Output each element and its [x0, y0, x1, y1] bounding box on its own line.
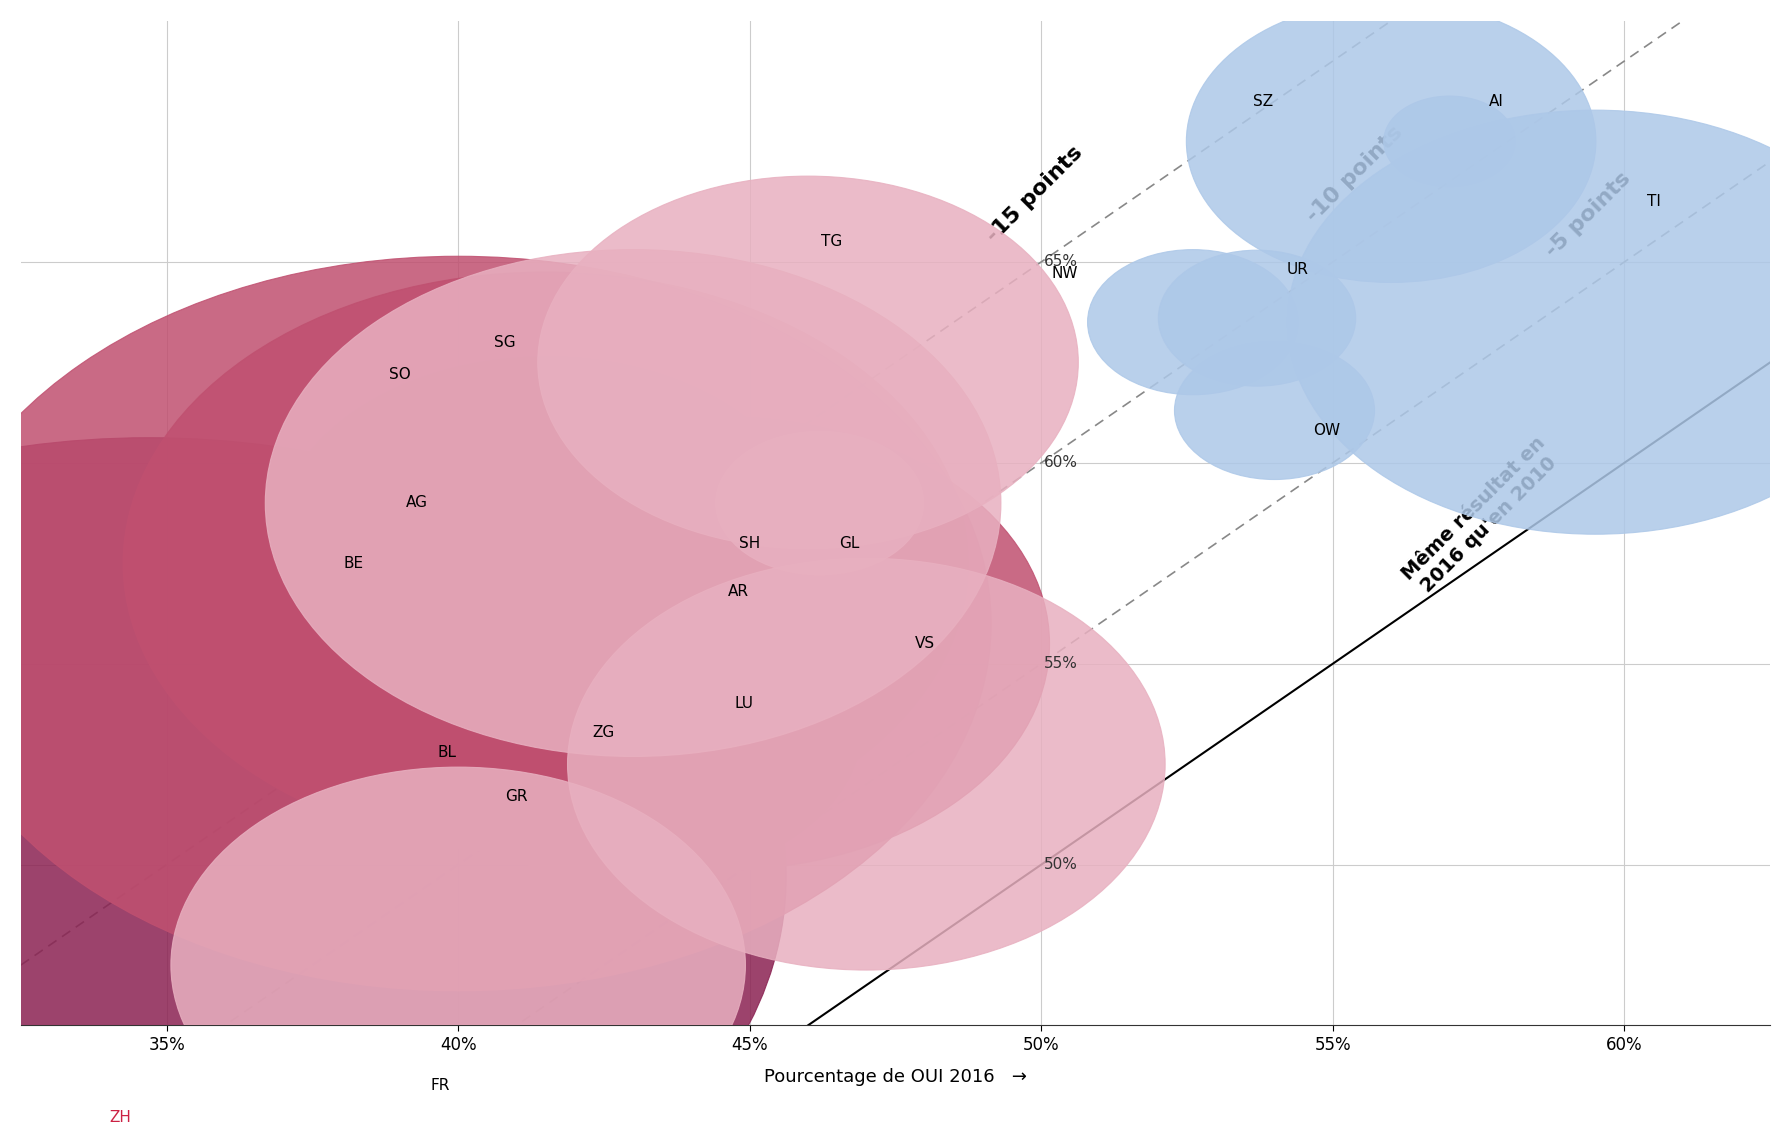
Text: -10 points: -10 points [1304, 122, 1408, 227]
Circle shape [124, 272, 969, 854]
Circle shape [573, 502, 867, 705]
Text: SO: SO [389, 367, 410, 382]
Circle shape [1159, 251, 1356, 387]
Text: ZH: ZH [109, 1110, 131, 1125]
Circle shape [0, 438, 786, 1134]
Text: BL: BL [437, 745, 457, 760]
Text: TG: TG [820, 235, 842, 249]
X-axis label: Pourcentage de OUI 2016   →: Pourcentage de OUI 2016 → [765, 1067, 1026, 1085]
Circle shape [201, 462, 750, 841]
Circle shape [1186, 0, 1596, 282]
Text: GR: GR [505, 789, 528, 804]
Circle shape [276, 357, 817, 729]
Text: VS: VS [915, 636, 935, 651]
Text: AG: AG [407, 496, 428, 510]
Circle shape [1175, 341, 1374, 480]
Circle shape [716, 431, 924, 575]
Text: BE: BE [344, 556, 364, 570]
Circle shape [568, 558, 1166, 970]
Circle shape [1384, 96, 1515, 187]
Circle shape [453, 519, 813, 768]
Circle shape [1087, 249, 1298, 395]
Circle shape [587, 548, 831, 716]
Text: UR: UR [1288, 262, 1309, 278]
Text: SZ: SZ [1252, 94, 1273, 109]
Circle shape [265, 249, 1001, 756]
Circle shape [170, 767, 745, 1134]
Text: Même résultat en
2016 qu'en 2010: Même résultat en 2016 qu'en 2010 [1399, 433, 1565, 600]
Circle shape [537, 176, 1078, 549]
Text: LU: LU [734, 696, 754, 711]
Text: 55%: 55% [1044, 657, 1078, 671]
Text: ZG: ZG [593, 725, 614, 739]
Text: AI: AI [1488, 94, 1503, 109]
Text: SG: SG [494, 335, 516, 349]
Text: AR: AR [727, 584, 749, 599]
Text: FR: FR [432, 1078, 450, 1093]
Text: 60%: 60% [1044, 456, 1078, 471]
Text: TI: TI [1646, 194, 1660, 209]
Text: NW: NW [1051, 266, 1078, 281]
Text: GL: GL [838, 535, 860, 551]
Circle shape [1288, 110, 1791, 534]
Text: -5 points: -5 points [1542, 168, 1635, 261]
Text: -15 points: -15 points [983, 143, 1085, 246]
Text: 65%: 65% [1044, 254, 1078, 270]
Text: OW: OW [1313, 423, 1341, 438]
Circle shape [392, 417, 1050, 870]
Circle shape [0, 256, 990, 991]
Text: 50%: 50% [1044, 857, 1078, 872]
Circle shape [403, 566, 863, 882]
Text: SH: SH [740, 535, 761, 551]
